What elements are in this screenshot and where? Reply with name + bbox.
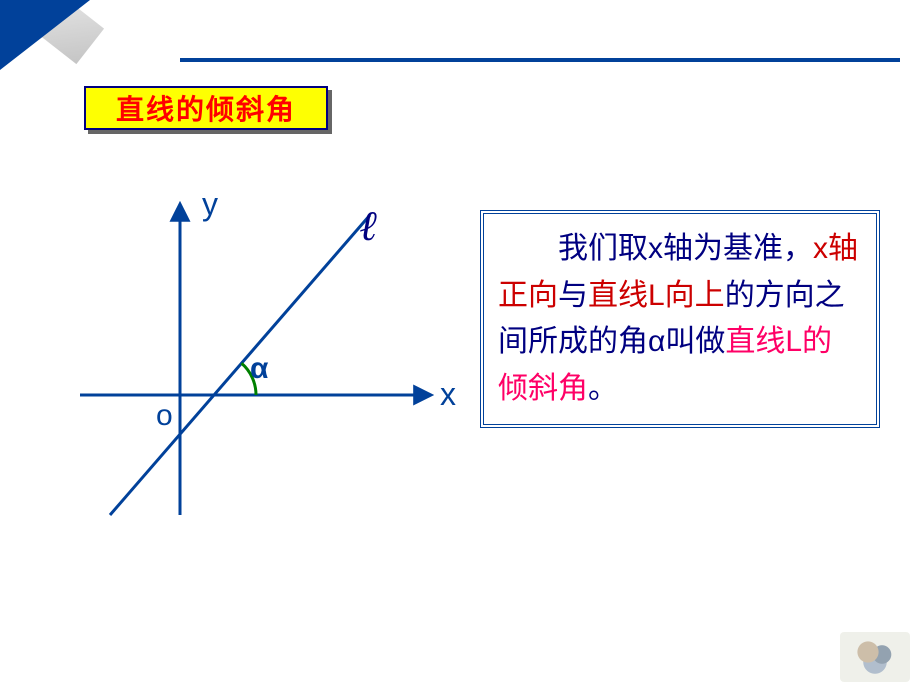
definition-segment: 与 — [558, 279, 588, 312]
definition-segment: 直线L向上 — [588, 279, 725, 312]
label-origin: o — [156, 399, 173, 432]
header-rule-lines — [180, 58, 900, 62]
corner-illustration — [840, 632, 910, 682]
definition-segment: 我们取x轴为基准， — [558, 232, 813, 265]
corner-triangle-decoration — [0, 0, 90, 70]
definition-segment: 。 — [588, 372, 618, 405]
inclination-diagram: y x o ℓ α — [50, 185, 460, 565]
label-x: x — [440, 376, 456, 412]
label-line-l: ℓ — [360, 204, 378, 250]
line-l — [110, 215, 370, 515]
slide-title: 直线的倾斜角 — [84, 86, 328, 130]
label-y: y — [202, 186, 218, 222]
label-alpha: α — [250, 352, 269, 385]
definition-text-box: 我们取x轴为基准，x轴正向与直线L向上的方向之间所成的角α叫做直线L的倾斜角。 — [480, 210, 880, 428]
